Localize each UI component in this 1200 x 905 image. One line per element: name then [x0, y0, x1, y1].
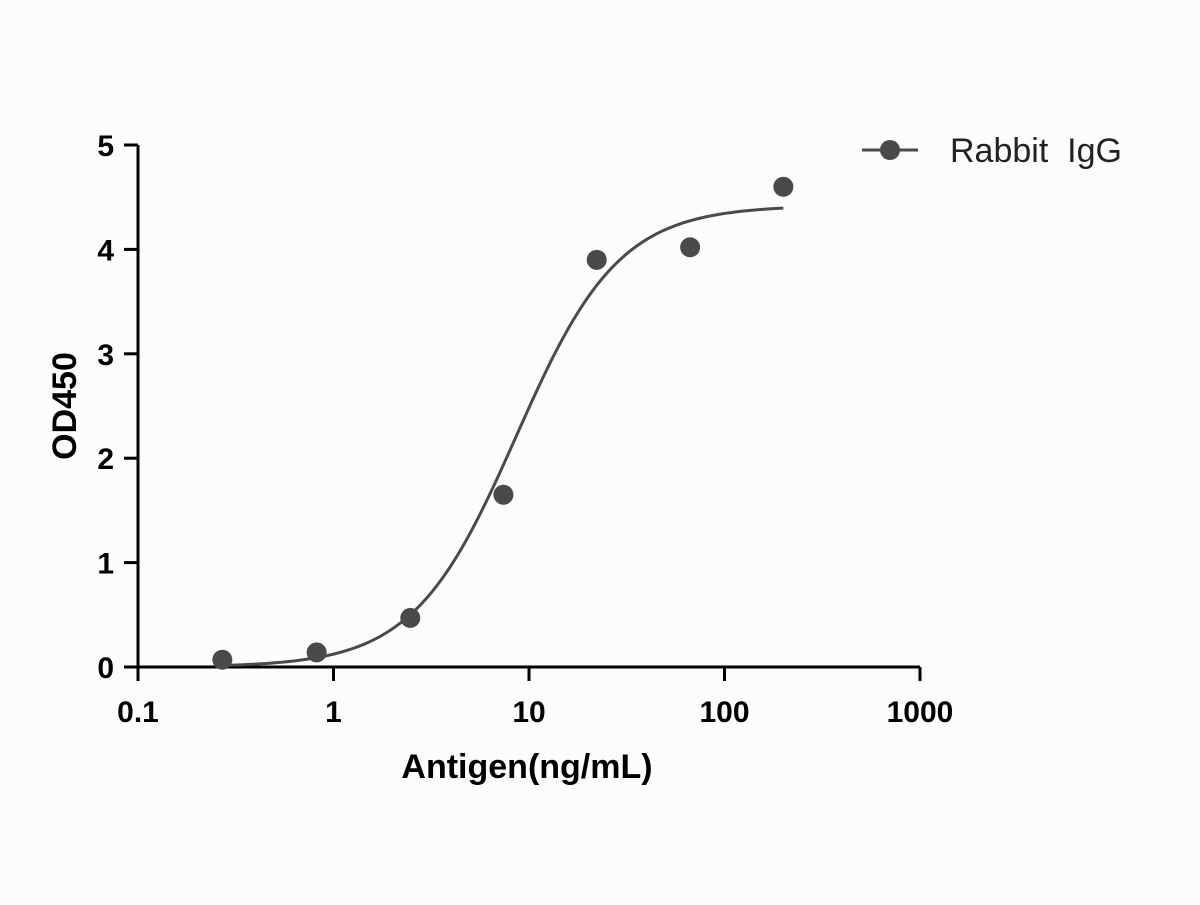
x-axis-title: Antigen(ng/mL) [401, 748, 652, 786]
y-tick-label: 1 [97, 548, 114, 581]
fit-curves [222, 206, 784, 667]
y-tick-label: 4 [97, 234, 114, 267]
y-tick-label: 3 [97, 339, 114, 372]
x-tick-label: 0.1 [117, 696, 159, 729]
y-tick-label: 5 [97, 130, 114, 163]
x-tick-label: 10 [512, 696, 545, 729]
x-axis-ticks: 0.1 1 10 100 1000 [117, 667, 953, 729]
y-axis-title: OD450 [46, 352, 84, 460]
data-point [212, 649, 233, 670]
y-tick-label: 0 [97, 652, 114, 685]
x-tick-label: 1000 [887, 696, 954, 729]
data-point [493, 484, 514, 505]
fit-curve-line [222, 206, 784, 667]
data-point [306, 642, 327, 663]
legend: Rabbit IgG [862, 132, 1122, 170]
data-point [773, 176, 794, 197]
y-tick-label: 2 [97, 443, 114, 476]
legend-label-rabbit-igg: Rabbit IgG [950, 132, 1122, 170]
legend-dot-marker [880, 140, 900, 160]
x-tick-label: 100 [699, 696, 749, 729]
axes: 0 1 2 3 4 5 0.1 1 10 100 1000 [97, 130, 953, 729]
data-point [680, 237, 701, 258]
data-point [586, 249, 607, 270]
y-axis-ticks: 0 1 2 3 4 5 [97, 130, 138, 685]
data-point [400, 607, 421, 628]
data-points [212, 176, 794, 670]
x-tick-label: 1 [325, 696, 342, 729]
